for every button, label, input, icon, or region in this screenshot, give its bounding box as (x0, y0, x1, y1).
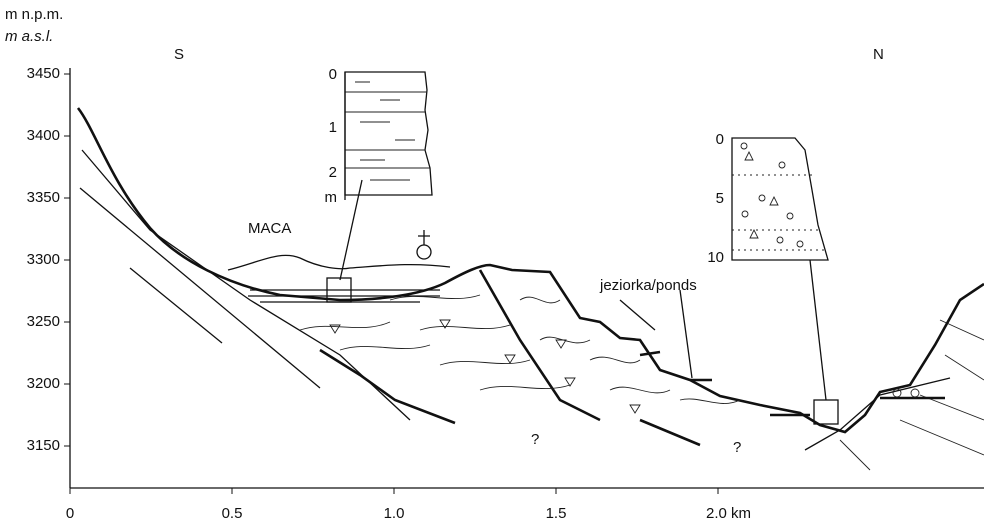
question-mark: ? (733, 439, 741, 456)
y-tick-label: 3450 (27, 65, 60, 82)
inset-scale-label: 0 (329, 66, 337, 83)
y-tick-label: 3150 (27, 437, 60, 454)
unit-label: m n.p.m. (5, 6, 63, 23)
unit-label: m a.s.l. (5, 28, 53, 45)
direction-label: N (873, 46, 884, 63)
question-mark: ? (531, 431, 539, 448)
x-tick-label: 1.5 (546, 505, 567, 522)
x-tick-label: 2.0 km (706, 505, 751, 522)
inset-right (732, 138, 828, 260)
y-tick-label: 3400 (27, 127, 60, 144)
cross-section: m n.p.m. m a.s.l. S N MACA jeziorka/pond… (0, 0, 984, 526)
x-tick-label: 0.5 (222, 505, 243, 522)
inset-scale-label: 0 (716, 131, 724, 148)
lake (228, 180, 450, 302)
x-tick-label: 0 (66, 505, 74, 522)
bedrock (80, 150, 984, 470)
inset-scale-label: 5 (716, 190, 724, 207)
inset-unit-label: m (325, 189, 338, 206)
inset-scale-label: 1 (329, 119, 337, 136)
y-tick-label: 3200 (27, 375, 60, 392)
inset-scale-label: 10 (707, 249, 724, 266)
inset-scale-label: 2 (329, 164, 337, 181)
x-tick-label: 1.0 (384, 505, 405, 522)
y-tick-label: 3300 (27, 251, 60, 268)
direction-label: S (174, 46, 184, 63)
y-tick-label: 3250 (27, 313, 60, 330)
ponds-label: jeziorka/ponds (599, 277, 697, 294)
lake-label: MACA (248, 220, 291, 237)
y-tick-label: 3350 (27, 189, 60, 206)
surface (78, 108, 984, 432)
inset-left (345, 72, 432, 200)
